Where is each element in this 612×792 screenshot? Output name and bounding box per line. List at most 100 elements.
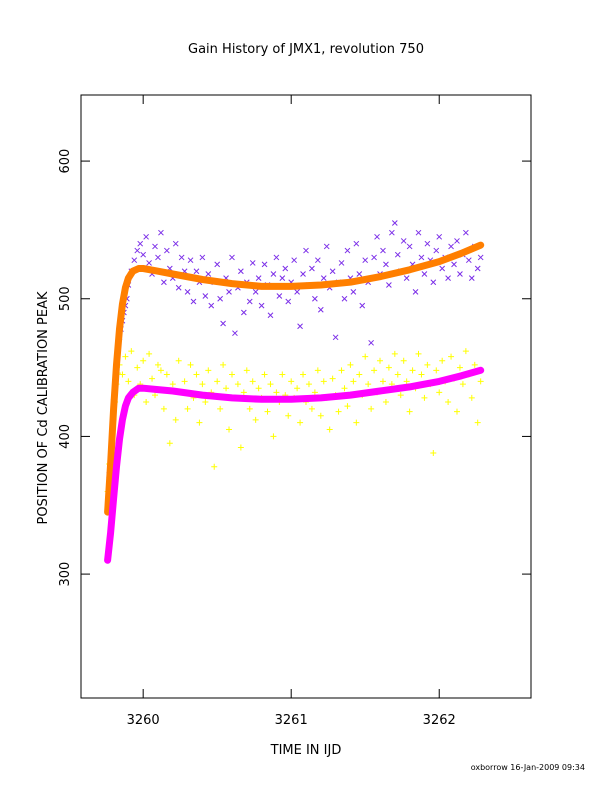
plus-marker [371, 367, 378, 374]
x-marker [220, 320, 226, 327]
plus-marker [308, 405, 315, 412]
plus-marker [400, 357, 407, 364]
y-tick-label: 300 [58, 562, 73, 587]
x-marker [229, 254, 235, 261]
plus-marker [314, 367, 321, 374]
plus-marker [344, 403, 351, 410]
x-marker [383, 261, 389, 268]
curve-point [105, 510, 110, 515]
plus-marker [175, 357, 182, 364]
x-marker [421, 271, 428, 277]
plus-marker [397, 392, 404, 399]
curve-point [141, 386, 146, 391]
x-marker [226, 289, 232, 295]
plus-marker [140, 357, 147, 364]
x-marker [474, 265, 481, 272]
plus-marker [424, 361, 431, 368]
curve-point [378, 274, 383, 279]
x-marker [350, 289, 357, 295]
curve-point [108, 530, 113, 535]
curve-point [117, 327, 122, 332]
axis-layer: 3260 3261 3262 300 400 500 600 [58, 95, 531, 728]
curve-point [478, 368, 483, 373]
x-marker [294, 289, 300, 295]
plus-marker [294, 385, 301, 392]
x-marker [344, 247, 351, 254]
x-marker [359, 302, 366, 309]
plus-marker [243, 367, 250, 374]
plus-marker [305, 381, 312, 388]
x-marker [258, 302, 265, 309]
x-marker [276, 293, 283, 299]
x-marker [463, 229, 469, 236]
x-marker [297, 323, 303, 330]
plus-marker [226, 426, 233, 433]
plus-marker [154, 361, 161, 368]
plus-marker [228, 371, 235, 378]
x-marker [291, 257, 298, 264]
curve-point [105, 558, 110, 563]
curve-point [459, 373, 464, 378]
x-marker [273, 254, 280, 261]
plus-marker [356, 371, 363, 378]
plus-marker [240, 389, 247, 396]
x-marker [184, 289, 191, 295]
curve-point [289, 284, 294, 289]
x-marker [389, 229, 395, 236]
plot-frame [80, 94, 532, 699]
x-marker [131, 257, 138, 264]
x-marker [356, 271, 363, 277]
curve-point [259, 397, 264, 402]
plus-marker [264, 408, 271, 415]
plus-marker [300, 371, 307, 378]
curve-point [108, 461, 113, 466]
plus-marker [125, 378, 132, 385]
curve-point [114, 362, 119, 367]
plus-marker [311, 389, 318, 396]
curve-point [407, 267, 412, 272]
curve-point [229, 395, 234, 400]
x-marker [465, 257, 472, 264]
x-axis-label: TIME IN IJD [270, 743, 342, 758]
curve-point [126, 276, 131, 281]
series-3 [104, 366, 485, 564]
curve-point [459, 251, 464, 256]
plus-marker [184, 405, 191, 412]
curve-point [170, 388, 175, 393]
curve-point [130, 390, 135, 395]
x-marker [193, 268, 200, 275]
x-marker [320, 275, 327, 281]
plus-marker [273, 389, 280, 396]
x-marker [353, 240, 360, 247]
plus-marker [335, 408, 342, 415]
plus-marker [415, 350, 422, 357]
x-marker [158, 229, 164, 236]
curve-point [229, 281, 234, 286]
plus-marker [347, 361, 354, 368]
x-marker [380, 247, 386, 254]
plus-marker [122, 353, 129, 360]
x-marker [285, 298, 292, 305]
x-marker [238, 268, 244, 275]
x-marker [394, 251, 401, 258]
curve-point [111, 406, 116, 411]
plus-marker [341, 385, 348, 392]
plus-marker [270, 433, 277, 440]
x-marker [143, 233, 149, 240]
plus-marker [223, 385, 230, 392]
x-marker [451, 261, 457, 268]
x-marker [332, 334, 339, 341]
curve-point [136, 386, 141, 391]
y-tick-label: 400 [58, 424, 73, 449]
curve-point [123, 285, 128, 290]
x-marker [172, 240, 179, 247]
plus-marker [353, 419, 360, 426]
x-marker [270, 271, 277, 277]
x-marker [374, 233, 380, 240]
x-marker [282, 265, 289, 272]
plus-marker [193, 371, 200, 378]
x-marker [368, 339, 374, 346]
x-marker [391, 220, 398, 226]
x-marker [164, 247, 170, 254]
curve-point [259, 284, 264, 289]
